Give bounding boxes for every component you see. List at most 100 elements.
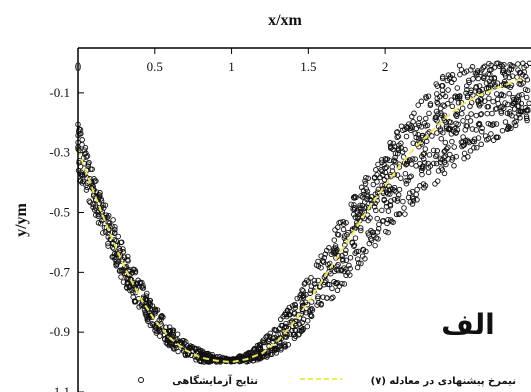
data-point [197, 347, 204, 354]
data-point [354, 264, 361, 271]
data-point [373, 207, 379, 214]
data-point [271, 345, 278, 352]
data-point [359, 194, 366, 200]
data-point [370, 181, 377, 188]
data-point [516, 81, 522, 87]
data-point [307, 312, 314, 318]
data-point [484, 137, 490, 143]
data-point [464, 123, 471, 129]
data-point [434, 118, 440, 124]
data-point [476, 88, 482, 94]
data-point [420, 156, 427, 162]
data-point [300, 294, 307, 301]
data-point [246, 349, 252, 356]
data-point [379, 182, 385, 189]
data-point [147, 297, 153, 304]
x-tick-label: 1 [228, 59, 235, 74]
legend-marker-points [138, 377, 144, 383]
data-point [132, 268, 139, 274]
data-point [389, 164, 395, 170]
data-point [519, 91, 525, 98]
data-point [351, 205, 358, 211]
data-point [487, 121, 494, 128]
data-point [439, 157, 445, 163]
data-point [476, 120, 483, 127]
data-point [383, 199, 390, 206]
data-point [357, 202, 363, 209]
data-point [118, 274, 124, 280]
data-point [106, 220, 113, 226]
data-point [510, 94, 516, 101]
data-point [328, 295, 335, 302]
data-point [459, 105, 466, 112]
data-point [409, 188, 416, 195]
data-point [76, 159, 82, 166]
data-point [438, 112, 445, 119]
data-point [470, 76, 476, 82]
data-point [328, 251, 335, 257]
data-point [348, 201, 354, 208]
data-point [287, 331, 294, 337]
data-point [340, 256, 346, 263]
data-point [110, 217, 116, 223]
data-point [453, 113, 460, 120]
data-point [315, 293, 321, 300]
data-point [355, 248, 362, 255]
data-point [396, 210, 403, 217]
x-axis-title: x/xm [268, 12, 302, 29]
data-point [334, 263, 340, 270]
data-point [489, 81, 495, 87]
data-point [478, 97, 484, 103]
data-point [474, 144, 480, 151]
data-point [259, 350, 266, 357]
data-point [79, 141, 85, 148]
data-point [332, 245, 339, 251]
data-point [359, 253, 366, 259]
data-point [238, 353, 245, 360]
data-point [451, 163, 457, 169]
data-point [341, 221, 347, 227]
data-point [216, 354, 223, 360]
data-point [201, 358, 207, 365]
data-point [365, 217, 371, 224]
data-point [495, 134, 501, 141]
y-tick-label: -0.7 [49, 264, 70, 279]
data-point [505, 125, 511, 132]
data-point [467, 103, 473, 110]
data-point [433, 114, 440, 120]
data-point [82, 144, 89, 151]
data-point [390, 146, 396, 153]
legend-label-points: نتایج آزمایشگاهی [172, 374, 258, 387]
data-point [399, 149, 406, 155]
data-point [464, 86, 470, 93]
data-point [154, 320, 160, 327]
data-point [395, 133, 402, 140]
data-point [416, 115, 423, 122]
data-point [515, 61, 521, 67]
data-point [363, 174, 369, 181]
data-point [170, 331, 177, 338]
data-point [402, 211, 408, 217]
data-point [478, 141, 484, 148]
data-point [461, 150, 468, 157]
data-point [504, 101, 511, 108]
data-point [419, 171, 425, 178]
data-point [120, 249, 127, 255]
data-point [409, 156, 416, 162]
data-point [345, 229, 351, 236]
data-point [458, 66, 465, 73]
data-point [475, 75, 481, 82]
data-point [421, 120, 428, 127]
data-point [341, 235, 348, 241]
data-point [299, 306, 306, 313]
data-point [318, 253, 324, 259]
data-point [458, 139, 465, 145]
data-point [138, 302, 144, 309]
data-point [491, 75, 498, 82]
data-point [433, 81, 439, 87]
x-tick-label: 0.5 [147, 59, 163, 74]
data-point [523, 115, 530, 122]
data-point [295, 331, 302, 338]
data-point [284, 331, 290, 338]
y-tick-label: -0.1 [49, 85, 70, 100]
